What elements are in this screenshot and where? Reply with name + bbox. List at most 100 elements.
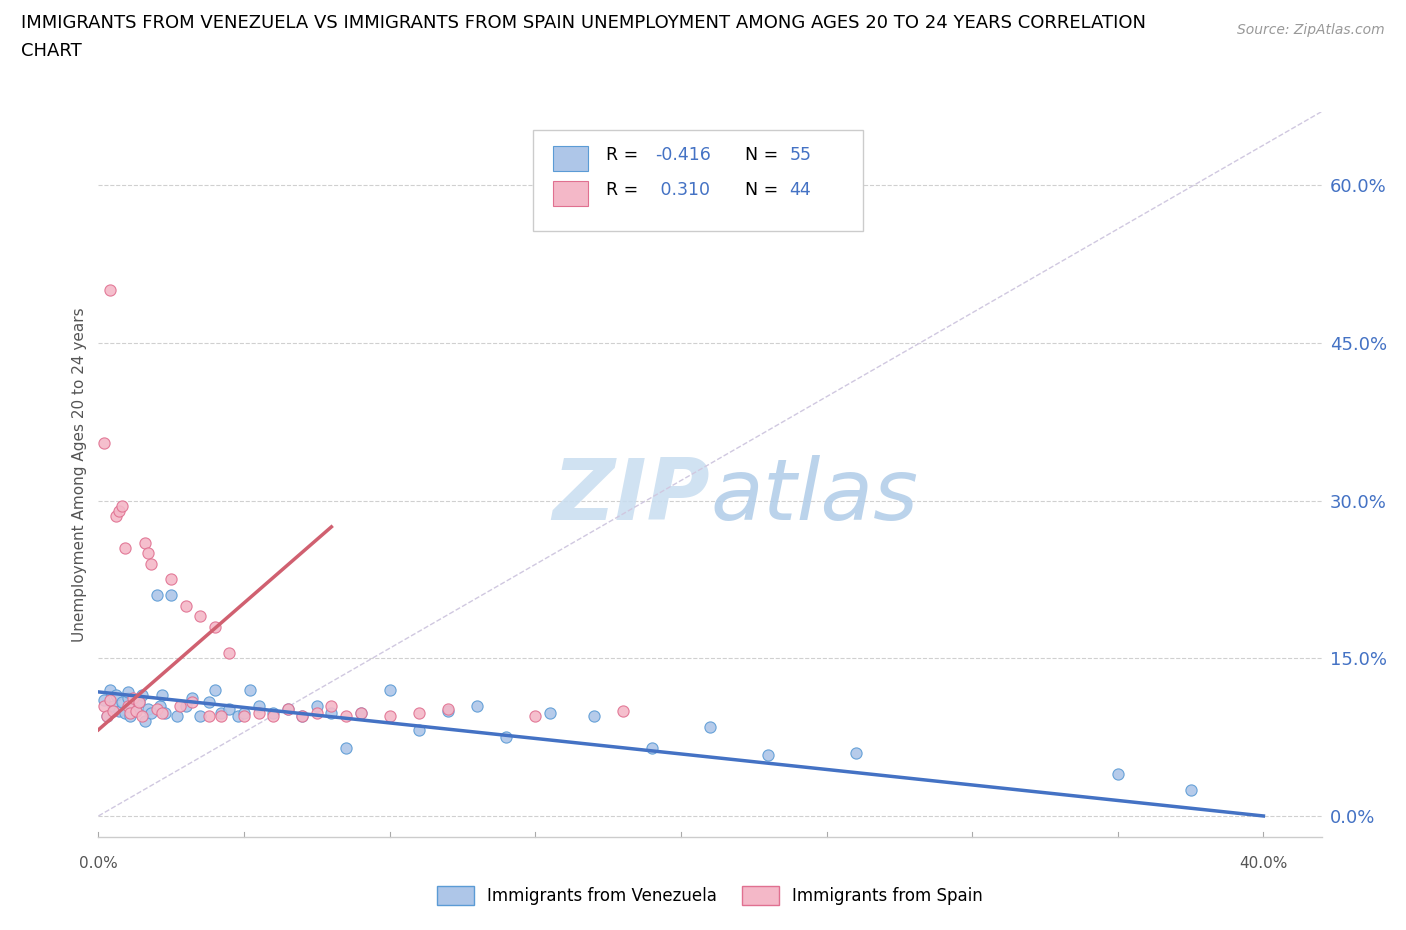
- Point: [582, 709, 605, 724]
- Point: [136, 701, 159, 716]
- Point: [96, 709, 118, 724]
- Point: [465, 698, 488, 713]
- Point: [277, 701, 299, 716]
- Point: [378, 683, 401, 698]
- FancyBboxPatch shape: [554, 146, 588, 171]
- Point: [149, 698, 172, 713]
- Point: [209, 709, 232, 724]
- Point: [378, 709, 401, 724]
- Point: [145, 701, 167, 716]
- Point: [139, 556, 162, 571]
- Point: [101, 703, 124, 718]
- Point: [209, 706, 232, 721]
- Point: [277, 701, 299, 716]
- Point: [305, 706, 328, 721]
- Text: ZIP: ZIP: [553, 455, 710, 538]
- Text: R =: R =: [606, 181, 644, 199]
- Point: [111, 498, 134, 513]
- Y-axis label: Unemployment Among Ages 20 to 24 years: Unemployment Among Ages 20 to 24 years: [72, 307, 87, 642]
- Point: [262, 706, 284, 721]
- Point: [104, 509, 127, 524]
- Point: [408, 706, 430, 721]
- Point: [114, 540, 136, 555]
- Point: [145, 588, 167, 603]
- Point: [139, 706, 162, 721]
- Text: 44: 44: [790, 181, 811, 199]
- Point: [408, 723, 430, 737]
- Point: [111, 695, 134, 710]
- Point: [524, 709, 547, 724]
- Text: CHART: CHART: [21, 42, 82, 60]
- Point: [262, 709, 284, 724]
- Point: [108, 703, 131, 718]
- Point: [114, 706, 136, 721]
- Point: [699, 719, 721, 734]
- Text: 0.0%: 0.0%: [79, 856, 118, 870]
- Point: [180, 695, 202, 710]
- Point: [122, 691, 145, 706]
- Point: [134, 535, 156, 550]
- Point: [152, 687, 174, 702]
- Point: [321, 698, 343, 713]
- Point: [845, 746, 868, 761]
- Legend: Immigrants from Venezuela, Immigrants from Spain: Immigrants from Venezuela, Immigrants fr…: [430, 880, 990, 912]
- Point: [128, 695, 150, 710]
- Point: [93, 435, 115, 450]
- Point: [204, 619, 226, 634]
- FancyBboxPatch shape: [533, 130, 863, 232]
- Point: [321, 706, 343, 721]
- Point: [612, 703, 634, 718]
- Point: [641, 740, 664, 755]
- Text: -0.416: -0.416: [655, 146, 711, 164]
- Point: [117, 691, 139, 706]
- Point: [166, 709, 188, 724]
- Text: N =: N =: [734, 181, 785, 199]
- Point: [93, 693, 115, 708]
- Point: [160, 588, 183, 603]
- Point: [335, 709, 357, 724]
- Point: [152, 706, 174, 721]
- Point: [349, 706, 371, 721]
- Point: [169, 698, 191, 713]
- Point: [1107, 766, 1129, 781]
- Point: [108, 504, 131, 519]
- Point: [131, 687, 153, 702]
- Point: [437, 703, 460, 718]
- Point: [117, 684, 139, 699]
- Point: [239, 683, 262, 698]
- Point: [218, 701, 240, 716]
- Point: [134, 714, 156, 729]
- Point: [247, 698, 270, 713]
- Point: [233, 706, 256, 721]
- Point: [136, 546, 159, 561]
- Point: [104, 687, 127, 702]
- Point: [349, 706, 371, 721]
- Point: [291, 709, 314, 724]
- Point: [98, 283, 121, 298]
- Point: [125, 703, 148, 718]
- Point: [128, 695, 150, 710]
- Point: [117, 698, 139, 713]
- Point: [96, 709, 118, 724]
- Point: [247, 706, 270, 721]
- Text: 0.310: 0.310: [655, 181, 710, 199]
- Point: [125, 703, 148, 718]
- Point: [437, 701, 460, 716]
- Text: IMMIGRANTS FROM VENEZUELA VS IMMIGRANTS FROM SPAIN UNEMPLOYMENT AMONG AGES 20 TO: IMMIGRANTS FROM VENEZUELA VS IMMIGRANTS …: [21, 14, 1146, 32]
- Point: [93, 698, 115, 713]
- Text: 55: 55: [790, 146, 811, 164]
- Point: [291, 709, 314, 724]
- Point: [122, 698, 145, 713]
- Point: [1180, 782, 1202, 797]
- Point: [198, 709, 221, 724]
- Text: R =: R =: [606, 146, 644, 164]
- Point: [335, 740, 357, 755]
- Text: N =: N =: [734, 146, 785, 164]
- Point: [120, 706, 142, 721]
- Point: [233, 709, 256, 724]
- Point: [188, 609, 212, 624]
- Point: [538, 706, 561, 721]
- Point: [198, 695, 221, 710]
- Point: [180, 691, 202, 706]
- Point: [305, 698, 328, 713]
